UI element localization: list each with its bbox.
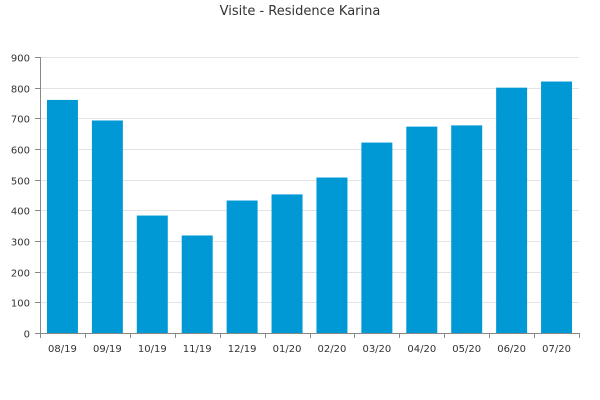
- bar-03-20: [361, 142, 393, 333]
- axes: [35, 57, 580, 338]
- bar-12-19: [226, 200, 258, 333]
- y-tick-label: 800: [11, 85, 30, 96]
- bar-02-20: [316, 177, 348, 333]
- bar-10-19: [136, 215, 168, 333]
- y-tick-label: 200: [11, 269, 30, 280]
- y-tick-label: 600: [11, 146, 30, 157]
- bar-11-19: [181, 235, 213, 333]
- bar-01-20: [271, 194, 303, 333]
- x-tick-label: 12/19: [228, 344, 257, 355]
- y-tick-label: 100: [11, 299, 30, 310]
- x-tick-label: 06/20: [497, 344, 526, 355]
- x-tick-label: 07/20: [542, 344, 571, 355]
- x-tick-label: 01/20: [273, 344, 302, 355]
- bar-08-19: [46, 99, 78, 334]
- y-tick-label: 400: [11, 207, 30, 218]
- x-tick-label: 05/20: [452, 344, 481, 355]
- x-axis-tick-labels: 08/19 09/19 10/19 11/19 12/19 01/20 02/20 03/20…: [48, 344, 571, 355]
- x-tick-label: 11/19: [183, 344, 212, 355]
- bar-07-20: [541, 81, 573, 333]
- x-tick-label: 09/19: [93, 344, 122, 355]
- y-tick-label: 500: [11, 177, 30, 188]
- x-tick-label: 04/20: [407, 344, 436, 355]
- grid-lines: [40, 57, 579, 303]
- x-tick-label: 02/20: [318, 344, 347, 355]
- x-tick-label: 03/20: [362, 344, 391, 355]
- bars: [46, 81, 573, 334]
- chart-title: Visite - Residence Karina: [219, 4, 381, 19]
- y-tick-label: 0: [24, 330, 30, 341]
- x-tick-label: 08/19: [48, 344, 77, 355]
- y-axis-tick-labels: 0 100 200 300 400 500 600 700 800 900: [11, 54, 30, 341]
- x-tick-label: 10/19: [138, 344, 167, 355]
- bar-05-20: [451, 125, 483, 333]
- bar-09-19: [91, 120, 123, 333]
- y-tick-label: 700: [11, 115, 30, 126]
- y-tick-label: 900: [11, 54, 30, 65]
- bar-04-20: [406, 126, 438, 333]
- bar-06-20: [496, 87, 528, 333]
- y-tick-label: 300: [11, 238, 30, 249]
